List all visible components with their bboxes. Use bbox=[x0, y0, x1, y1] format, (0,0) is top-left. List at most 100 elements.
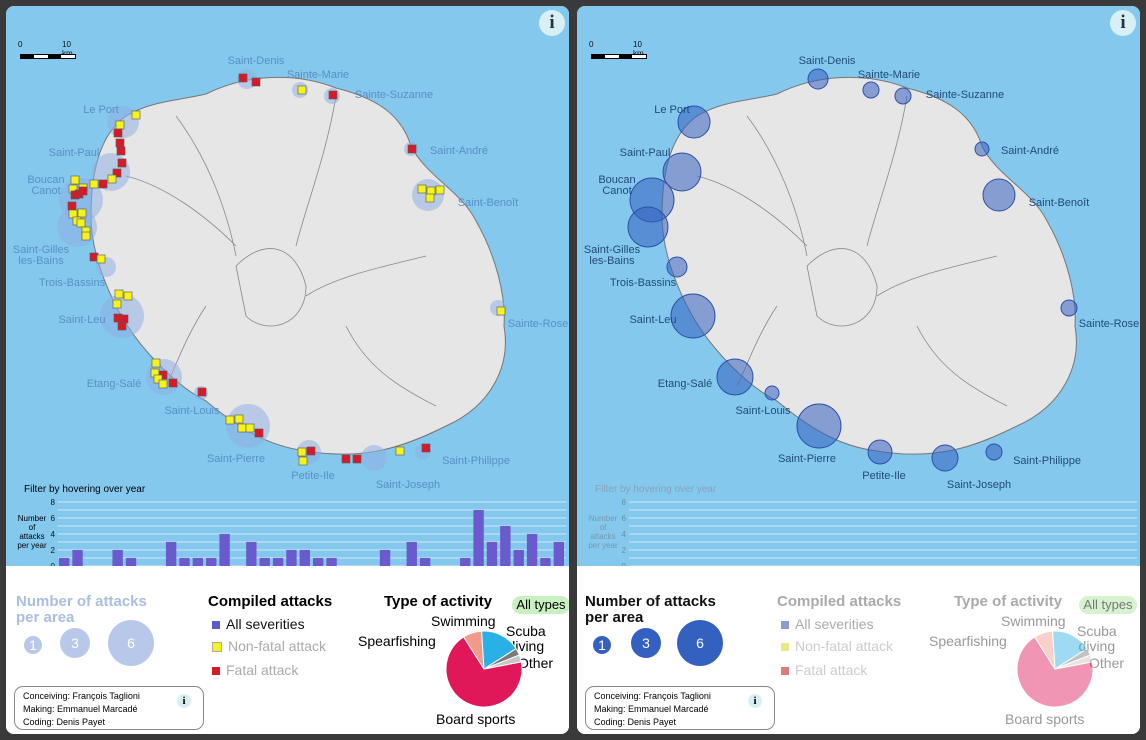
year-bar[interactable] bbox=[540, 558, 551, 566]
fatal-attack-marker[interactable] bbox=[197, 387, 207, 397]
year-bar[interactable] bbox=[406, 542, 417, 566]
area-bubble[interactable] bbox=[627, 206, 669, 248]
fatal-attack-marker[interactable] bbox=[254, 428, 264, 438]
year-bar[interactable] bbox=[272, 558, 284, 566]
fatal-attack-marker[interactable] bbox=[98, 179, 108, 189]
year-bar[interactable] bbox=[125, 558, 137, 566]
area-bubble[interactable] bbox=[974, 141, 990, 157]
non-fatal-attack-marker[interactable] bbox=[395, 446, 405, 456]
activity-pie-chart[interactable] bbox=[577, 566, 1140, 734]
non-fatal-attack-marker[interactable] bbox=[89, 179, 99, 189]
year-bar[interactable] bbox=[526, 534, 538, 566]
year-bar[interactable] bbox=[192, 558, 204, 566]
fatal-attack-marker[interactable] bbox=[116, 146, 126, 156]
area-bubble[interactable] bbox=[361, 445, 387, 471]
non-fatal-attack-marker[interactable] bbox=[76, 218, 86, 228]
fatal-attack-marker[interactable] bbox=[352, 454, 362, 464]
pie-slice[interactable] bbox=[483, 654, 522, 670]
year-bar[interactable] bbox=[286, 550, 297, 566]
pie-slice[interactable] bbox=[1054, 654, 1093, 670]
area-bubble[interactable] bbox=[796, 403, 842, 449]
activity-board[interactable]: Board sports bbox=[1005, 711, 1085, 727]
year-bar[interactable] bbox=[500, 526, 511, 566]
year-bar[interactable] bbox=[379, 550, 391, 566]
fatal-attack-marker[interactable] bbox=[407, 144, 417, 154]
filter-fatal[interactable]: Fatal attack bbox=[212, 662, 298, 678]
non-fatal-attack-marker[interactable] bbox=[496, 306, 506, 316]
fatal-attack-marker[interactable] bbox=[341, 454, 351, 464]
fatal-attack-marker[interactable] bbox=[421, 443, 431, 453]
non-fatal-attack-marker[interactable] bbox=[245, 423, 255, 433]
area-bubble[interactable] bbox=[862, 81, 880, 99]
activity-swimming[interactable]: Swimming bbox=[431, 613, 496, 629]
non-fatal-attack-marker[interactable] bbox=[77, 208, 87, 218]
activity-swimming[interactable]: Swimming bbox=[1001, 613, 1066, 629]
non-fatal-attack-marker[interactable] bbox=[96, 254, 106, 264]
all-types-button[interactable]: All types bbox=[512, 596, 569, 614]
year-bar[interactable] bbox=[219, 534, 230, 566]
year-bar[interactable] bbox=[486, 542, 498, 566]
activity-board[interactable]: Board sports bbox=[436, 711, 516, 727]
non-fatal-attack-marker[interactable] bbox=[131, 110, 141, 120]
non-fatal-attack-marker[interactable] bbox=[234, 414, 244, 424]
year-bar[interactable] bbox=[553, 542, 564, 566]
fatal-attack-marker[interactable] bbox=[306, 446, 316, 456]
credits-info-icon[interactable]: i bbox=[177, 694, 191, 708]
fatal-attack-marker[interactable] bbox=[113, 128, 123, 138]
non-fatal-attack-marker[interactable] bbox=[107, 174, 117, 184]
activity-pie-chart[interactable] bbox=[6, 566, 569, 734]
filter-non-fatal[interactable]: Non-fatal attack bbox=[212, 638, 326, 654]
pie-slice[interactable] bbox=[1033, 630, 1056, 670]
info-icon[interactable]: i bbox=[539, 10, 565, 36]
year-bar[interactable] bbox=[513, 550, 524, 566]
non-fatal-attack-marker[interactable] bbox=[123, 291, 133, 301]
year-bar[interactable] bbox=[460, 558, 471, 566]
activity-other[interactable]: Other bbox=[518, 655, 554, 671]
fatal-attack-marker[interactable] bbox=[168, 378, 178, 388]
non-fatal-attack-marker[interactable] bbox=[297, 85, 307, 95]
fatal-attack-marker[interactable] bbox=[251, 77, 261, 87]
non-fatal-attack-marker[interactable] bbox=[425, 193, 435, 203]
area-bubble[interactable] bbox=[807, 68, 829, 90]
year-bar[interactable] bbox=[206, 558, 217, 566]
area-bubble[interactable] bbox=[931, 444, 959, 472]
non-fatal-attack-marker[interactable] bbox=[225, 415, 235, 425]
all-types-button[interactable]: All types bbox=[1079, 596, 1137, 614]
info-icon[interactable]: i bbox=[1110, 10, 1136, 36]
fatal-attack-marker[interactable] bbox=[112, 168, 122, 178]
non-fatal-attack-marker[interactable] bbox=[151, 358, 161, 368]
area-bubble[interactable] bbox=[677, 105, 711, 139]
year-bar[interactable] bbox=[326, 558, 337, 566]
pie-slice[interactable] bbox=[1016, 636, 1094, 708]
area-bubble[interactable] bbox=[982, 178, 1016, 212]
year-histogram[interactable]: 0246880828486889092949698000204060810121… bbox=[6, 6, 569, 566]
area-bubble[interactable] bbox=[1060, 299, 1078, 317]
non-fatal-attack-marker[interactable] bbox=[112, 299, 122, 309]
non-fatal-attack-marker[interactable] bbox=[158, 379, 168, 389]
area-bubble[interactable] bbox=[666, 256, 688, 278]
activity-other[interactable]: Other bbox=[1089, 655, 1125, 671]
pie-slice[interactable] bbox=[445, 636, 523, 708]
filter-fatal[interactable]: Fatal attack bbox=[781, 662, 867, 678]
credits-info-icon[interactable]: i bbox=[748, 694, 762, 708]
non-fatal-attack-marker[interactable] bbox=[298, 456, 308, 466]
year-bar[interactable] bbox=[419, 558, 431, 566]
filter-all-severities[interactable]: All severities bbox=[212, 616, 305, 632]
filter-non-fatal[interactable]: Non-fatal attack bbox=[781, 638, 893, 654]
filter-all-severities[interactable]: All severities bbox=[781, 616, 874, 632]
year-bar[interactable] bbox=[59, 558, 70, 566]
activity-spearfishing[interactable]: Spearfishing bbox=[929, 633, 1007, 649]
non-fatal-attack-marker[interactable] bbox=[114, 289, 124, 299]
year-bar[interactable] bbox=[259, 558, 270, 566]
year-bar[interactable] bbox=[299, 550, 310, 566]
activity-scuba[interactable]: Scuba diving bbox=[1077, 623, 1117, 654]
non-fatal-attack-marker[interactable] bbox=[81, 231, 91, 241]
fatal-attack-marker[interactable] bbox=[238, 73, 248, 83]
year-bar[interactable] bbox=[179, 558, 190, 566]
year-bar[interactable] bbox=[313, 558, 324, 566]
area-bubble[interactable] bbox=[894, 87, 912, 105]
pie-slice[interactable] bbox=[1052, 630, 1088, 670]
fatal-attack-marker[interactable] bbox=[78, 186, 88, 196]
fatal-attack-marker[interactable] bbox=[328, 90, 338, 100]
year-bar[interactable] bbox=[473, 510, 484, 566]
